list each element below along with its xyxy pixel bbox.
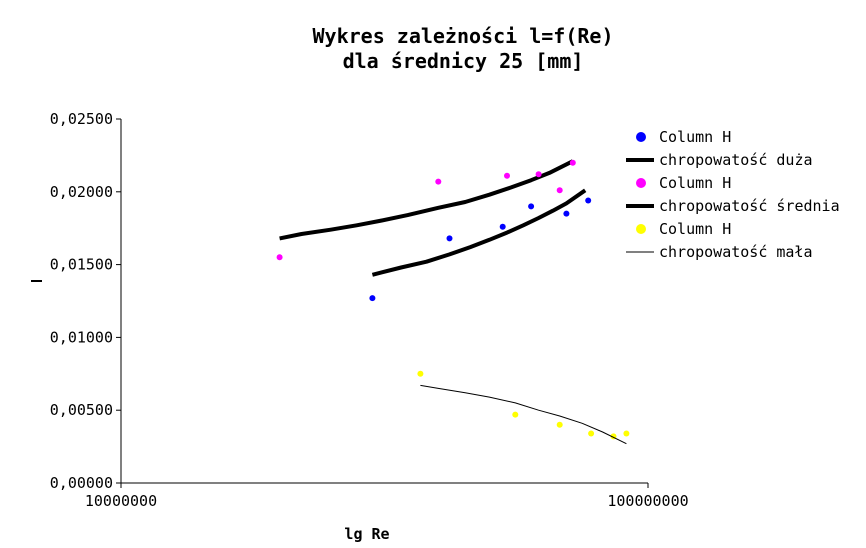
legend-point-marker <box>636 132 646 142</box>
y-tick-label: 0,02000 <box>50 183 113 201</box>
series-point <box>528 203 535 210</box>
series-point <box>563 210 570 217</box>
y-tick-label: 0,01000 <box>50 328 113 346</box>
x-tick-label: 10000000 <box>85 492 157 510</box>
chart-title-line-2: dla średnicy 25 [mm] <box>343 49 584 73</box>
series-line <box>279 159 574 241</box>
legend-entry-label: chropowatość średnia <box>659 197 840 215</box>
y-tick-label: 0,00000 <box>50 474 113 492</box>
series-line <box>371 188 587 277</box>
series-point <box>556 421 563 428</box>
legend: Column H chropowatość duża Column H chropow… <box>626 128 840 261</box>
series-point <box>369 295 376 302</box>
legend-entry-label: chropowatość mała <box>659 243 813 261</box>
series-point <box>569 159 576 166</box>
y-tick-label: 0,02500 <box>50 110 113 128</box>
y-ticks: 0,00000 0,00500 0,01000 0,01500 0,02000 0,025… <box>50 110 121 492</box>
series-point <box>588 430 595 437</box>
x-ticks: 10000000 100000000 <box>85 483 689 510</box>
legend-entry-label: Column H <box>659 220 731 238</box>
y-tick-label: 0,00500 <box>50 401 113 419</box>
legend-entry-label: chropowatość duża <box>659 151 813 169</box>
series-point <box>276 254 283 261</box>
legend-point-marker <box>636 178 646 188</box>
legend-entry-label: Column H <box>659 174 731 192</box>
x-axis-label: lg Re <box>344 525 389 543</box>
chart-title-line-1: Wykres zależności l=f(Re) <box>312 24 613 48</box>
series-point <box>512 411 519 418</box>
series-point <box>504 172 510 179</box>
y-tick-label: 0,01500 <box>50 256 113 274</box>
series-point <box>556 187 563 194</box>
series-point <box>435 178 442 185</box>
plot-area <box>276 159 630 445</box>
series-point <box>499 223 506 230</box>
series-point <box>623 430 630 437</box>
series-point <box>535 171 542 178</box>
legend-point-marker <box>636 224 646 234</box>
series-point <box>585 197 592 204</box>
series-point <box>417 370 424 377</box>
x-tick-label: 100000000 <box>607 492 688 510</box>
legend-entry-label: Column H <box>659 128 731 146</box>
series-line <box>420 384 627 445</box>
series-point <box>446 235 453 242</box>
